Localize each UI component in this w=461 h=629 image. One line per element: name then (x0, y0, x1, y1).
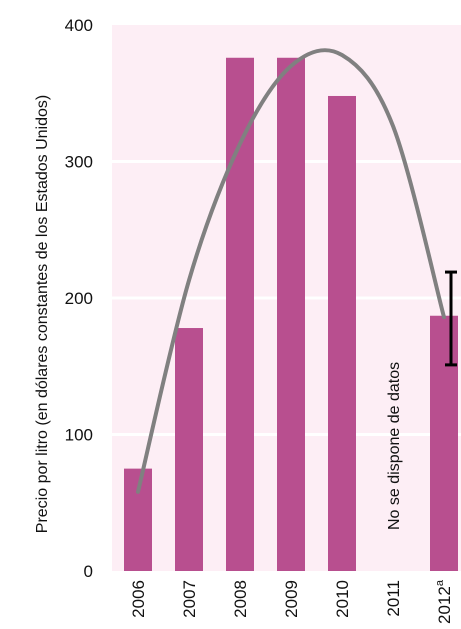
trend-line (136, 48, 446, 494)
y-axis-title: Precio por litro (en dólares constantes … (34, 95, 51, 533)
bar-2007 (175, 328, 203, 571)
bar-2008 (226, 57, 254, 571)
x-tick-label-2008: 2008 (231, 580, 250, 618)
y-tick-label: 300 (65, 153, 93, 172)
x-tick-label-2012: 2012a (434, 579, 454, 624)
x-tick-label-2009: 2009 (282, 580, 301, 618)
x-tick-label-2006: 2006 (129, 580, 148, 618)
bar-2010 (328, 95, 356, 571)
x-tick-label-2011: 2011 (384, 580, 403, 617)
y-tick-label: 200 (65, 289, 93, 308)
y-tick-label: 400 (65, 16, 93, 35)
error-bar-layer (445, 270, 457, 367)
y-tick-label: 100 (65, 426, 93, 445)
x-tick-label-2007: 2007 (180, 580, 199, 618)
annotation-no-data: No se dispone de datos (386, 362, 403, 530)
bar-2012 (430, 315, 458, 571)
bars (124, 57, 458, 571)
y-axis-ticks: 0 100 200 300 400 (65, 16, 93, 581)
x-tick-label-2010: 2010 (333, 580, 352, 618)
bar-2009 (277, 57, 305, 571)
trend-line-layer (136, 48, 446, 494)
y-tick-label: 0 (84, 562, 93, 581)
x-axis-ticks: 2006 2007 2008 2009 2010 2011 2012a (129, 579, 454, 624)
annotations: No se dispone de datos (386, 362, 403, 530)
